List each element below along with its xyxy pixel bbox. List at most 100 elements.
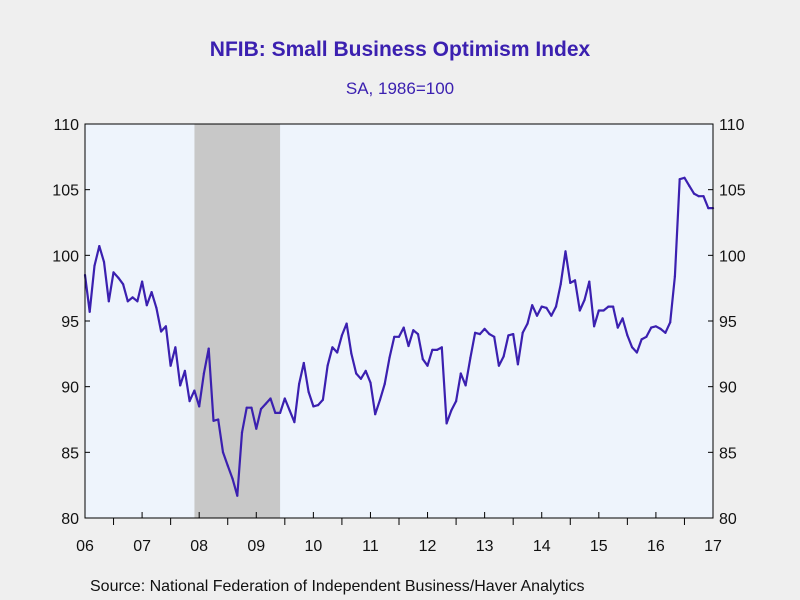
data-point: [540, 305, 543, 308]
y-tick-label-left: 105: [52, 183, 79, 200]
data-point: [650, 326, 653, 329]
data-point: [293, 421, 296, 424]
y-tick-label-left: 90: [61, 380, 79, 397]
data-point: [688, 184, 691, 187]
data-point: [683, 176, 686, 179]
x-tick-label: 14: [533, 538, 551, 555]
chart-subtitle: SA, 1986=100: [345, 79, 455, 98]
data-point: [673, 275, 677, 278]
data-point: [298, 382, 301, 386]
data-point: [164, 325, 167, 328]
data-point: [512, 333, 515, 336]
x-tick-label: 15: [590, 538, 608, 555]
recession-band: [194, 124, 281, 518]
data-point: [141, 280, 144, 283]
data-point: [336, 351, 339, 354]
data-point: [669, 321, 672, 324]
data-point: [378, 398, 382, 401]
data-point: [526, 322, 529, 325]
x-tick-label: 06: [76, 538, 94, 555]
data-point: [645, 335, 648, 338]
data-point: [431, 348, 434, 351]
data-point: [117, 276, 120, 279]
data-point: [269, 397, 272, 400]
data-point: [122, 283, 125, 286]
y-tick-label-right: 95: [719, 314, 737, 331]
y-tick-label-right: 105: [719, 183, 746, 200]
x-tick-label: 13: [476, 538, 494, 555]
data-point: [507, 334, 510, 337]
data-point: [478, 333, 481, 336]
data-point: [550, 314, 553, 317]
data-point: [474, 331, 477, 334]
y-tick-label-right: 90: [719, 380, 737, 397]
data-point: [421, 358, 424, 361]
data-point: [597, 309, 600, 312]
data-point: [635, 351, 639, 354]
data-point: [340, 334, 343, 337]
data-point: [616, 326, 619, 329]
data-point: [426, 364, 429, 367]
data-point: [198, 405, 201, 408]
data-point: [160, 330, 163, 333]
data-point: [245, 406, 248, 409]
data-point: [488, 333, 491, 336]
data-point: [145, 304, 148, 307]
data-point: [226, 464, 229, 467]
data-point: [483, 327, 486, 330]
data-point: [369, 381, 372, 384]
data-point: [374, 413, 377, 416]
data-point: [88, 310, 91, 313]
data-point: [692, 192, 696, 195]
data-point: [331, 346, 334, 349]
data-point: [664, 331, 667, 334]
data-point: [312, 405, 315, 408]
data-point: [564, 250, 567, 253]
data-point: [631, 346, 634, 349]
plot-frame: [84, 123, 714, 519]
data-point: [621, 317, 624, 320]
data-point: [702, 195, 705, 198]
data-point: [659, 327, 662, 330]
data-point: [402, 326, 405, 329]
y-tick-label-right: 80: [719, 511, 737, 528]
data-point: [455, 400, 458, 403]
data-point: [93, 264, 96, 267]
x-tick-label: 10: [304, 538, 322, 555]
data-point: [136, 300, 139, 303]
x-tick-label: 17: [704, 538, 722, 555]
plot-area: [84, 123, 714, 519]
data-point: [112, 271, 115, 274]
data-point: [545, 306, 548, 309]
data-point: [202, 372, 205, 375]
data-point: [450, 409, 453, 412]
data-point: [102, 260, 106, 263]
data-point: [283, 397, 286, 400]
source-note: Source: National Federation of Independe…: [90, 578, 585, 595]
data-point: [607, 305, 610, 308]
data-point: [554, 305, 558, 308]
data-point: [126, 300, 129, 303]
data-point: [459, 372, 462, 375]
data-point: [397, 335, 401, 338]
axis-labels: 80 80 85 85 90 90 95 95 100 100 105 105 110 110 06 07 08…: [52, 117, 746, 555]
data-point: [212, 419, 215, 422]
data-point: [573, 279, 577, 282]
data-point: [255, 427, 258, 430]
data-point: [640, 338, 643, 341]
data-point: [217, 418, 220, 421]
data-point: [593, 325, 596, 328]
x-tick-label: 08: [190, 538, 208, 555]
data-point: [583, 298, 586, 302]
data-point: [497, 364, 500, 367]
data-point: [107, 300, 110, 303]
data-point: [155, 306, 158, 309]
data-point: [231, 477, 234, 480]
y-tick-label-right: 100: [719, 248, 746, 265]
chart-title: NFIB: Small Business Optimism Index: [209, 38, 591, 61]
data-point: [193, 389, 196, 392]
y-tick-label-left: 85: [61, 445, 79, 462]
x-tick-label: 11: [362, 538, 379, 555]
x-tick-label: 07: [133, 538, 151, 555]
